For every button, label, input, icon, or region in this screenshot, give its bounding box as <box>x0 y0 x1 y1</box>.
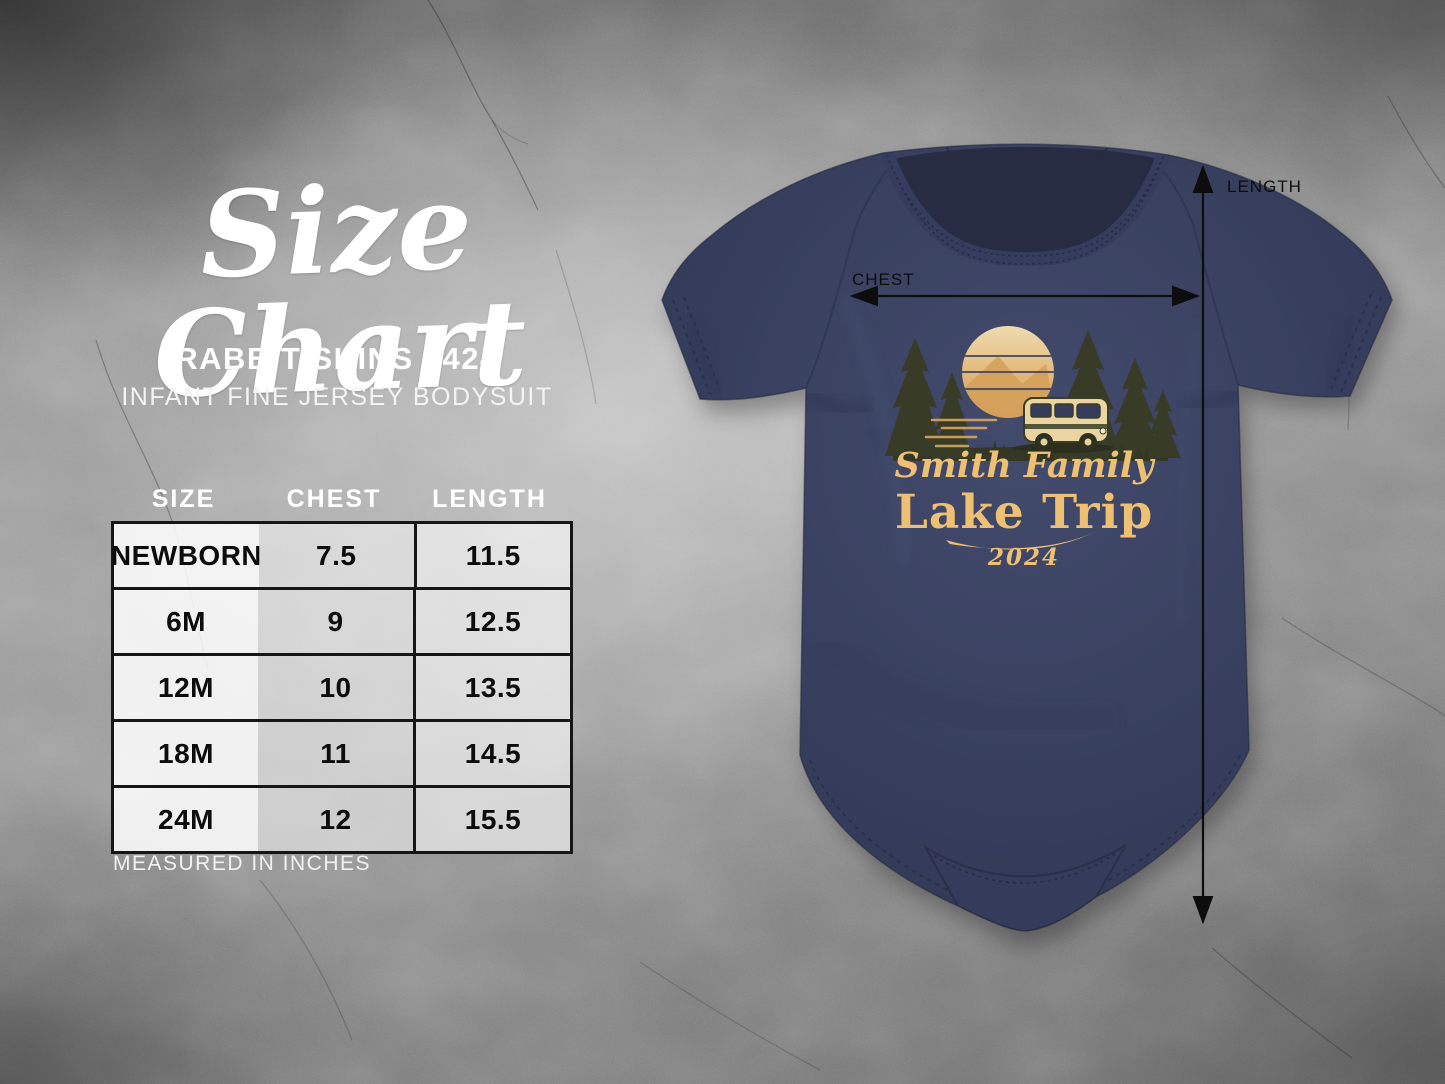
cell-chest: 10 <box>258 656 414 719</box>
design-text-year: 2024 <box>987 544 1060 571</box>
cell-length: 13.5 <box>413 656 570 719</box>
cell-length: 11.5 <box>413 524 570 587</box>
cell-length: 14.5 <box>413 722 570 785</box>
chest-arrow-label: CHEST <box>852 270 915 289</box>
col-header-chest: CHEST <box>286 484 382 513</box>
design-text-line1: Smith Family <box>895 445 1157 486</box>
cell-length: 15.5 <box>413 788 570 851</box>
table-row: 6M 9 12.5 <box>114 590 570 656</box>
table-row: 18M 11 14.5 <box>114 722 570 788</box>
table-row: 12M 10 13.5 <box>114 656 570 722</box>
cell-size: NEWBORN <box>111 524 262 587</box>
units-note: MEASURED IN INCHES <box>113 852 372 875</box>
measurement-arrows: CHEST LENGTH <box>849 164 1302 925</box>
collar-band <box>881 150 1170 267</box>
size-table-header: SIZE CHEST LENGTH <box>111 477 573 521</box>
col-header-length: LENGTH <box>432 484 547 513</box>
col-header-size: SIZE <box>151 484 216 513</box>
cell-chest: 7.5 <box>259 524 414 587</box>
chest-graphic: Smith Family Lake Trip 2024 <box>885 326 1181 571</box>
lap-shoulder-notches <box>945 147 1109 159</box>
cell-chest: 9 <box>258 590 414 653</box>
neck-opening <box>893 147 1159 254</box>
cuff-stitching <box>672 293 1382 895</box>
size-table-body: NEWBORN 7.5 11.5 6M 9 12.5 12M 10 13.5 1… <box>111 521 573 854</box>
product-subtitle: INFANT FINE JERSEY BODYSUIT <box>121 383 553 411</box>
table-row: NEWBORN 7.5 11.5 <box>111 524 570 590</box>
collar-stitching <box>886 154 1165 265</box>
length-arrow-label: LENGTH <box>1227 177 1302 196</box>
cell-size: 18M <box>114 722 259 785</box>
crotch-flap-stitching <box>933 851 1119 884</box>
brand-subtitle: RABBIT SKINS 4424 <box>175 341 499 376</box>
cell-length: 12.5 <box>413 590 570 653</box>
cell-chest: 12 <box>258 788 414 851</box>
cell-size: 12M <box>114 656 259 719</box>
cell-size: 6M <box>114 590 259 653</box>
lake-reflections-graphic <box>924 418 998 448</box>
cell-size: 24M <box>114 788 259 851</box>
design-text-line2: Lake Trip <box>895 485 1153 540</box>
table-row: 24M 12 15.5 <box>114 788 570 851</box>
camper-van-graphic <box>1014 397 1114 453</box>
grass-graphic <box>975 440 1150 460</box>
cell-chest: 11 <box>258 722 414 785</box>
size-table: SIZE CHEST LENGTH NEWBORN 7.5 11.5 6M 9 … <box>111 477 573 854</box>
